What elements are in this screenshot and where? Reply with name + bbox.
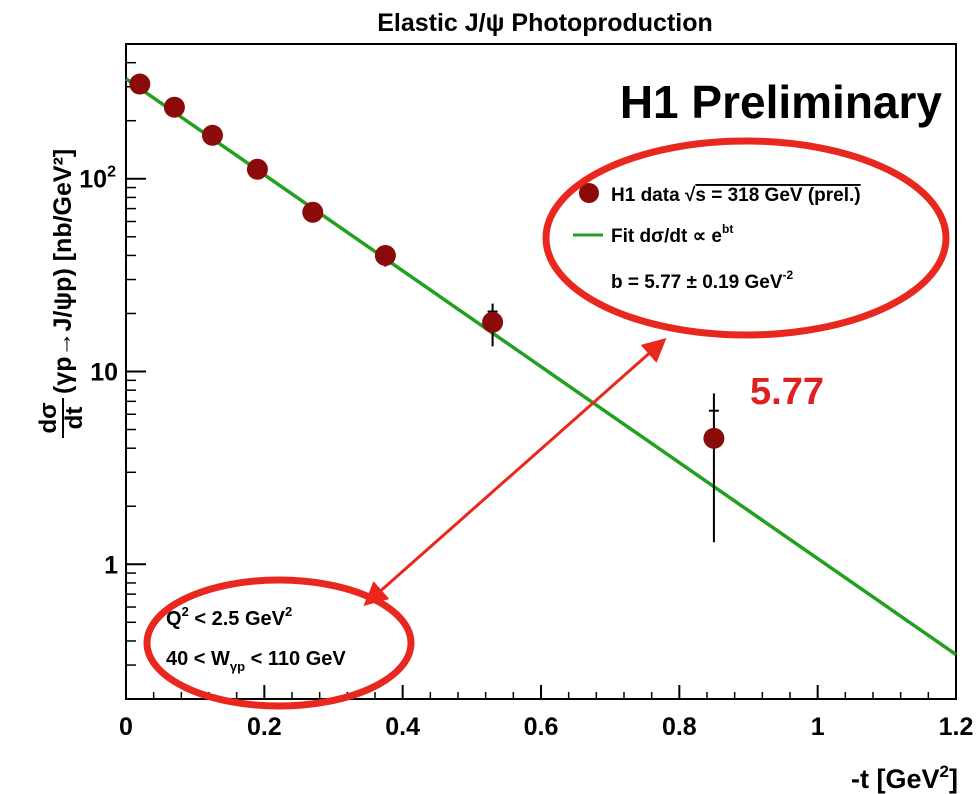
y-tick-label: 1 <box>104 551 118 579</box>
data-point <box>302 201 324 223</box>
cut-w: 40 < Wγp < 110 GeV <box>166 648 346 674</box>
y-label-numerator: dσ <box>35 402 62 433</box>
x-tick-label: 0.2 <box>247 713 282 741</box>
data-series <box>129 73 725 543</box>
plot-frame <box>125 43 957 700</box>
x-tick-label: 0.6 <box>524 713 559 741</box>
kinematic-cuts: Q2 < 2.5 GeV2 40 < Wγp < 110 GeV <box>166 604 346 674</box>
x-tick-label: 0.4 <box>385 713 420 741</box>
legend-fit-result: b = 5.77 ± 0.19 GeV-2 <box>611 268 794 293</box>
x-tick-label: 1 <box>811 713 825 741</box>
x-axis-label: -t [GeV2] <box>851 762 958 794</box>
legend-entry-fit: Fit dσ/dt ∝ ebt <box>611 222 733 247</box>
x-tick-label: 0.8 <box>662 713 697 741</box>
y-axis-label: dσ dt (γp→J/ψp) [nb/GeV²] <box>35 149 88 438</box>
data-point <box>374 244 396 266</box>
legend: H1 data √s = 318 GeV (prel.) Fit dσ/dt ∝… <box>573 183 861 293</box>
legend-marker-data <box>579 183 599 203</box>
y-label-denominator: dt <box>61 407 88 430</box>
y-tick-label: 102 <box>79 164 116 194</box>
y-label-text: (γp→J/ψp) [nb/GeV²] <box>49 149 77 394</box>
highlight-value: 5.77 <box>750 371 824 413</box>
legend-highlight-ellipse <box>542 137 950 339</box>
legend-entry-data: H1 data √s = 318 GeV (prel.) <box>611 185 861 206</box>
chart-title: Elastic J/ψ Photoproduction <box>377 9 713 37</box>
experiment-label: H1 Preliminary <box>620 76 943 128</box>
x-tick-label: 0 <box>119 713 133 741</box>
y-axis: 1 10 102 <box>79 43 146 700</box>
data-point <box>163 96 185 118</box>
y-tick-label: 10 <box>90 359 118 387</box>
data-point <box>246 158 268 180</box>
x-axis: 0 0.2 0.4 0.6 0.8 1 1.2 <box>119 685 973 741</box>
connector-arrow <box>363 338 667 606</box>
data-point <box>201 124 223 146</box>
cut-q2: Q2 < 2.5 GeV2 <box>166 604 292 630</box>
data-point <box>129 73 151 95</box>
data-point <box>703 427 725 449</box>
x-tick-label: 1.2 <box>939 713 974 741</box>
cuts-highlight-ellipse <box>143 576 415 710</box>
data-point <box>482 311 504 333</box>
